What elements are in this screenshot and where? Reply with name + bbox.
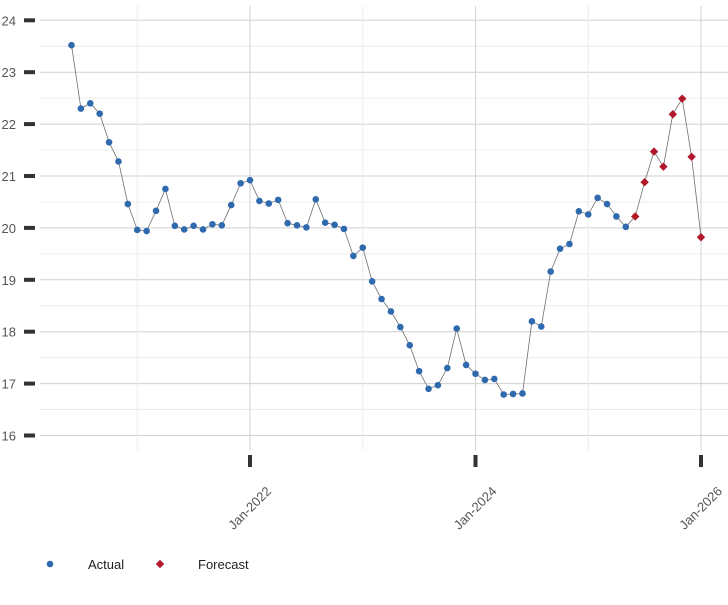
actual-point bbox=[462, 361, 470, 369]
actual-point bbox=[603, 200, 611, 208]
actual-point bbox=[368, 278, 376, 285]
actual-point bbox=[547, 268, 554, 275]
actual-point bbox=[397, 323, 404, 331]
actual-point bbox=[584, 211, 592, 218]
forecast-point bbox=[668, 110, 678, 119]
actual-point bbox=[256, 197, 263, 205]
y-tick-label: 24 bbox=[2, 13, 16, 28]
actual-point bbox=[171, 222, 179, 230]
actual-point bbox=[293, 222, 301, 229]
actual-point bbox=[199, 226, 207, 233]
actual-point bbox=[613, 213, 620, 220]
legend-forecast-marker bbox=[155, 559, 165, 569]
actual-point bbox=[284, 219, 291, 227]
actual-point bbox=[537, 323, 545, 330]
series bbox=[68, 41, 706, 398]
actual-point bbox=[68, 41, 75, 49]
actual-point bbox=[312, 196, 320, 203]
actual-point bbox=[594, 194, 601, 202]
actual-point bbox=[340, 225, 348, 233]
actual-point bbox=[209, 220, 216, 228]
x-tick-label: Jan-2022 bbox=[225, 484, 274, 533]
actual-point bbox=[519, 390, 526, 397]
actual-point bbox=[331, 221, 338, 229]
actual-point bbox=[490, 375, 498, 383]
actual-point bbox=[227, 201, 235, 209]
legend-actual-marker bbox=[46, 560, 54, 568]
actual-point bbox=[162, 185, 169, 193]
actual-point bbox=[444, 364, 451, 372]
legend-actual-label: Actual bbox=[88, 557, 124, 572]
actual-point bbox=[143, 227, 150, 235]
forecast-point bbox=[696, 233, 706, 242]
actual-point bbox=[500, 391, 507, 398]
actual-point bbox=[406, 341, 414, 349]
x-tick-label: Jan-2026 bbox=[676, 484, 725, 533]
forecast-point bbox=[640, 178, 649, 187]
actual-point bbox=[575, 207, 583, 215]
forecast-point bbox=[678, 94, 687, 103]
actual-point bbox=[218, 222, 226, 229]
axes: 16 17 18 19 20 21 22 23 24 Jan-2022 Jan-2024 Jan-20… bbox=[2, 13, 726, 532]
y-tick-label: 16 bbox=[2, 429, 16, 444]
actual-point bbox=[105, 138, 113, 146]
y-tick-label: 18 bbox=[2, 325, 16, 340]
y-tick-label: 20 bbox=[2, 221, 16, 236]
forecast-point bbox=[649, 147, 659, 156]
actual-point bbox=[350, 252, 357, 260]
actual-point bbox=[556, 245, 564, 252]
actual-point bbox=[77, 105, 85, 112]
actual-point bbox=[190, 222, 197, 230]
legend: Actual Forecast bbox=[46, 557, 249, 572]
actual-point bbox=[133, 226, 141, 234]
actual-point bbox=[481, 376, 489, 384]
actual-point bbox=[566, 240, 573, 248]
forecast-point bbox=[631, 212, 640, 221]
actual-point bbox=[321, 219, 329, 227]
actual-point bbox=[86, 100, 94, 107]
y-tick-label: 23 bbox=[2, 65, 16, 80]
actual-point bbox=[425, 385, 432, 393]
actual-point bbox=[387, 308, 395, 315]
actual-point bbox=[303, 224, 310, 231]
x-tick-label: Jan-2024 bbox=[451, 484, 500, 533]
actual-point bbox=[528, 318, 536, 325]
actual-point bbox=[237, 179, 244, 187]
actual-point bbox=[115, 158, 122, 165]
actual-point bbox=[152, 207, 160, 215]
y-tick-label: 21 bbox=[2, 169, 16, 184]
actual-point bbox=[359, 244, 367, 251]
y-tick-label: 17 bbox=[2, 377, 16, 392]
actual-point bbox=[180, 226, 188, 233]
y-tick-label: 19 bbox=[2, 273, 16, 288]
actual-point bbox=[622, 223, 630, 231]
actual-point bbox=[246, 176, 254, 184]
legend-forecast-label: Forecast bbox=[198, 557, 249, 572]
forecast-point bbox=[659, 162, 668, 171]
series-connector-line bbox=[71, 45, 702, 395]
actual-point bbox=[434, 381, 442, 389]
actual-point bbox=[378, 295, 385, 303]
actual-point bbox=[124, 200, 132, 208]
actual-point bbox=[453, 325, 461, 332]
actual-point bbox=[472, 370, 479, 378]
y-tick-label: 22 bbox=[2, 117, 16, 132]
actual-point bbox=[265, 200, 273, 207]
forecast-point bbox=[687, 152, 696, 161]
actual-point bbox=[274, 196, 282, 204]
actual-point bbox=[415, 367, 423, 375]
actual-point bbox=[96, 110, 103, 118]
actual-point bbox=[509, 390, 517, 398]
